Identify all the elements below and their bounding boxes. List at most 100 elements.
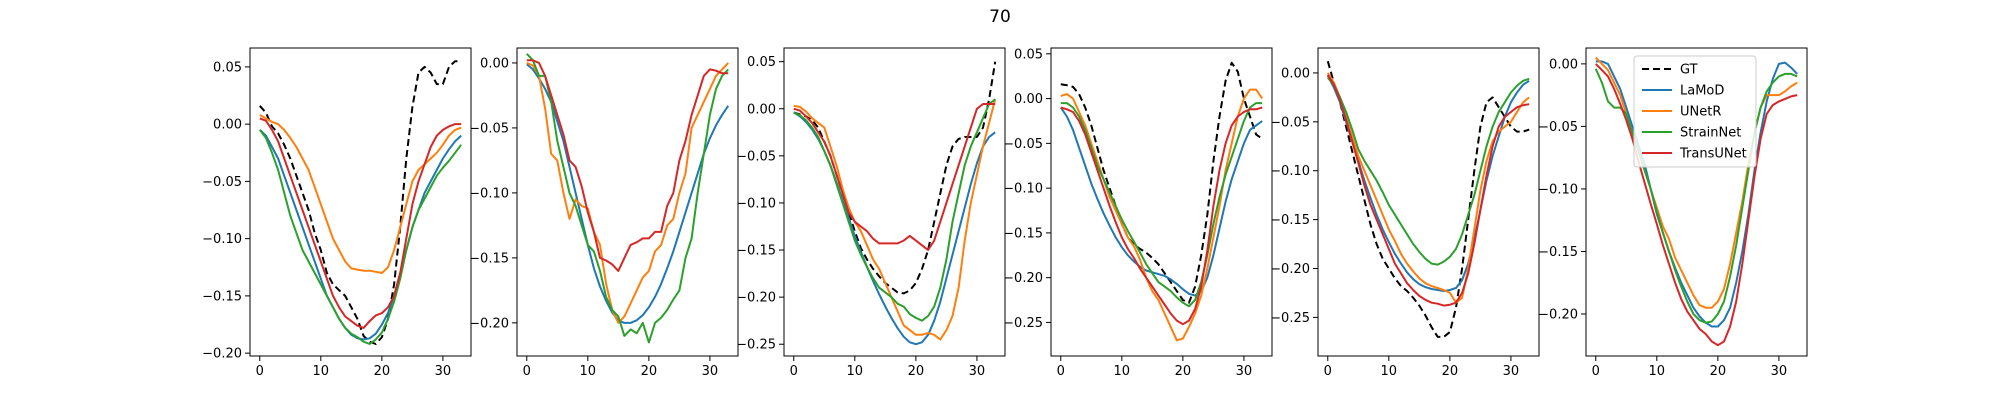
- x-tick-label: 30: [1771, 364, 1788, 379]
- legend-label-strainnet: StrainNet: [1680, 126, 1741, 141]
- subplot-5: 0 10 20 30 0.00 −0.05 −0.10 −0.15 −0.20 −0.25: [1270, 47, 1540, 379]
- x-tick-label: 30: [435, 364, 452, 379]
- legend-label-gt: GT: [1680, 63, 1698, 78]
- x-tick-label: 30: [702, 364, 719, 379]
- y-tick-label: −0.05: [1538, 120, 1578, 135]
- x-tick-label: 30: [1236, 364, 1253, 379]
- series-line-unetr: [526, 61, 729, 324]
- y-tick-label: 0.05: [1014, 47, 1043, 62]
- x-tick-label: 0: [1057, 364, 1065, 379]
- axes-frame: [783, 47, 1006, 357]
- y-tick-label: 0.00: [1014, 92, 1043, 107]
- x-tick-label: 20: [1442, 364, 1459, 379]
- series-line-transunet: [526, 59, 729, 272]
- y-tick-label: −0.20: [736, 291, 776, 306]
- series-group: [526, 53, 730, 344]
- y-tick-label: −0.20: [1538, 307, 1578, 322]
- x-tick-label: 20: [1710, 364, 1727, 379]
- series-group: [1594, 56, 1798, 347]
- series-line-lamod: [1595, 60, 1798, 328]
- series-line-strainnet: [1060, 102, 1263, 308]
- y-tick-label: −0.10: [469, 186, 509, 201]
- y-tick-label: −0.20: [469, 316, 509, 331]
- y-tick-label: −0.10: [1270, 164, 1310, 179]
- y-tick-label: 0.00: [213, 118, 242, 133]
- x-tick-label: 30: [969, 364, 986, 379]
- subplot-2: 0 10 20 30 0.00 −0.05 −0.10 −0.15 −0.20: [469, 47, 739, 379]
- series-line-gt: [793, 61, 997, 295]
- y-tick-label: 0.05: [747, 55, 776, 70]
- y-tick-label: −0.10: [202, 232, 242, 247]
- y-tick-label: −0.25: [736, 338, 776, 353]
- series-group: [259, 60, 462, 345]
- axes-frame: [249, 47, 472, 357]
- y-tick-label: −0.25: [1003, 316, 1043, 331]
- x-tick-label: 0: [1324, 364, 1332, 379]
- legend-label-unetr: UNetR: [1680, 105, 1721, 120]
- y-tick-label: −0.25: [1270, 311, 1310, 326]
- subplot-6: 0 10 20 30 0.00 −0.05 −0.10 −0.15 −0.20 GT LaMoD UN…: [1538, 47, 1808, 379]
- axes-frame: [1317, 47, 1540, 357]
- x-tick-label: 30: [1503, 364, 1520, 379]
- y-tick-label: −0.15: [736, 244, 776, 259]
- series-group: [1326, 60, 1530, 338]
- x-tick-label: 10: [1381, 364, 1398, 379]
- y-tick-label: 0.00: [747, 102, 776, 117]
- subplot-4: 0 10 20 30 0.05 0.00 −0.05 −0.10 −0.15 −0.20 −0.25: [1003, 47, 1273, 379]
- x-tick-label: 20: [641, 364, 658, 379]
- series-line-transunet: [793, 103, 996, 251]
- y-tick-label: −0.05: [202, 175, 242, 190]
- series-line-transunet: [1326, 74, 1530, 307]
- y-tick-label: −0.05: [1270, 115, 1310, 130]
- y-tick-label: −0.15: [1270, 213, 1310, 228]
- x-tick-label: 0: [1592, 364, 1600, 379]
- series-line-transunet: [1060, 106, 1263, 326]
- y-tick-label: −0.05: [736, 149, 776, 164]
- series-line-strainnet: [793, 98, 996, 322]
- y-tick-label: −0.15: [202, 289, 242, 304]
- y-tick-label: −0.15: [1538, 245, 1578, 260]
- y-tick-label: −0.10: [1538, 182, 1578, 197]
- y-tick-label: −0.20: [1003, 271, 1043, 286]
- x-tick-label: 10: [847, 364, 864, 379]
- legend-label-transunet: TransUNet: [1679, 147, 1747, 162]
- series-line-strainnet: [1327, 77, 1530, 266]
- axes-frame: [1050, 47, 1273, 357]
- y-tick-label: −0.20: [1270, 262, 1310, 277]
- x-tick-label: 10: [1114, 364, 1131, 379]
- y-tick-label: −0.05: [469, 121, 509, 136]
- y-tick-label: −0.20: [202, 347, 242, 362]
- series-group: [793, 61, 997, 346]
- series-line-transunet: [1595, 63, 1798, 347]
- axes-frame: [516, 47, 739, 357]
- series-line-gt: [1326, 60, 1530, 338]
- y-tick-label: −0.10: [736, 196, 776, 211]
- y-tick-label: −0.05: [1003, 137, 1043, 152]
- y-tick-label: 0.00: [1549, 57, 1578, 72]
- series-line-strainnet: [526, 53, 729, 344]
- y-tick-label: −0.15: [469, 251, 509, 266]
- axes-frame: [1585, 47, 1808, 357]
- x-tick-label: 20: [1175, 364, 1192, 379]
- series-line-unetr: [1060, 88, 1264, 342]
- series-line-unetr: [259, 114, 462, 274]
- series-line-strainnet: [259, 129, 462, 345]
- x-tick-label: 0: [790, 364, 798, 379]
- x-tick-label: 0: [523, 364, 531, 379]
- x-tick-label: 20: [374, 364, 391, 379]
- series-line-lamod: [526, 63, 730, 324]
- x-tick-label: 10: [313, 364, 330, 379]
- figure-title: 70: [989, 7, 1011, 27]
- legend-label-lamod: LaMoD: [1680, 84, 1724, 99]
- y-tick-label: −0.15: [1003, 226, 1043, 241]
- subplot-row: 0 10 20 30 0.05 0.00 −0.05 −0.10 −0.15 −0.20 0 10 20…: [202, 47, 1808, 379]
- series-line-unetr: [793, 99, 997, 341]
- y-tick-label: −0.10: [1003, 182, 1043, 197]
- x-tick-label: 10: [1649, 364, 1666, 379]
- legend: GT LaMoD UNetR StrainNet TransUNet: [1633, 55, 1757, 168]
- x-tick-label: 0: [256, 364, 264, 379]
- y-tick-label: 0.00: [1281, 66, 1310, 81]
- legend-box: [1633, 55, 1757, 168]
- x-tick-label: 20: [908, 364, 925, 379]
- series-line-transunet: [259, 117, 462, 329]
